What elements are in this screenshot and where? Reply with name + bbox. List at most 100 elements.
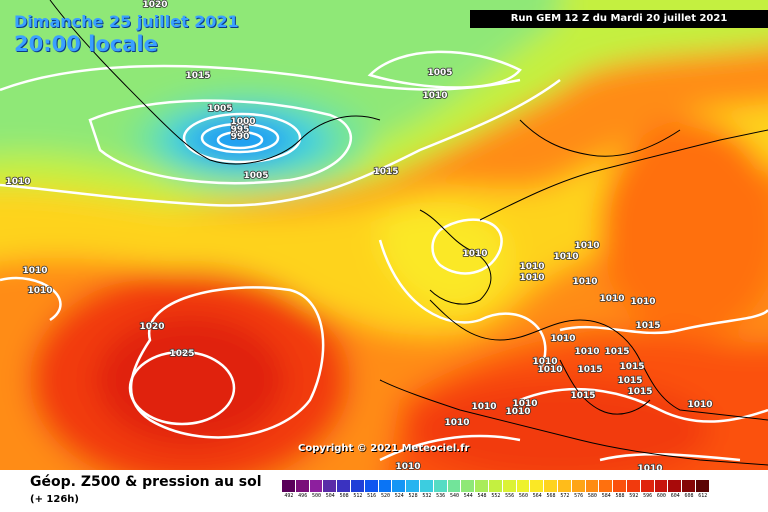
scale-label: 556 [505, 493, 515, 499]
scale-label: 524 [394, 493, 404, 499]
scale-step: 576 [571, 480, 586, 502]
footer: Géop. Z500 & pression au sol (+ 126h) 49… [0, 470, 768, 512]
scale-step: 600 [654, 480, 669, 502]
scale-step: 604 [668, 480, 683, 502]
isobar-label: 1000 [230, 117, 255, 127]
scale-swatch [488, 480, 503, 492]
scale-label: 516 [367, 493, 377, 499]
run-info: Run GEM 12 Z du Mardi 20 juillet 2021 [470, 10, 768, 28]
scale-label: 508 [339, 493, 349, 499]
forecast-time: 20:00 locale [14, 32, 158, 56]
scale-swatch [406, 480, 420, 492]
isobar-label: 1010 [422, 91, 447, 101]
isobar-label: 1010 [27, 286, 52, 296]
isobar-label: 1020 [139, 322, 164, 332]
isobar-label: 1010 [395, 462, 420, 470]
scale-label: 612 [698, 493, 708, 499]
scale-step: 508 [337, 480, 351, 502]
isobar-label: 1015 [185, 71, 210, 81]
isobar-label: 1010 [519, 273, 544, 283]
isobar-lines [0, 50, 768, 462]
scale-step: 500 [309, 480, 324, 502]
scale-label: 580 [587, 493, 597, 499]
isobar-label: 1025 [169, 349, 194, 359]
isobar-label: 1010 [574, 347, 599, 357]
scale-swatch [654, 480, 669, 492]
scale-label: 560 [518, 493, 528, 499]
scale-swatch [668, 480, 683, 492]
scale-swatch [295, 480, 310, 492]
copyright: Copyright © 2021 Meteociel.fr [298, 443, 470, 454]
scale-swatch [695, 480, 710, 492]
isobar-label: 1010 [444, 418, 469, 428]
scale-label: 496 [298, 493, 308, 499]
isobar-label: 1015 [635, 321, 660, 331]
scale-step: 588 [613, 480, 627, 502]
isobar-label: 1010 [519, 262, 544, 272]
scale-swatch [613, 480, 627, 492]
scale-step: 496 [295, 480, 310, 502]
scale-label: 600 [656, 493, 666, 499]
scale-label: 588 [615, 493, 625, 499]
scale-swatch [502, 480, 517, 492]
isobar-label: 1015 [619, 362, 644, 372]
isobar-label: 1010 [637, 464, 662, 470]
scale-step: 596 [640, 480, 655, 502]
scale-label: 544 [463, 493, 473, 499]
scale-swatch [433, 480, 448, 492]
scale-label: 552 [491, 493, 501, 499]
scale-label: 596 [643, 493, 653, 499]
isobar-label: 1005 [427, 68, 452, 78]
scale-step: 536 [433, 480, 448, 502]
scale-step: 528 [406, 480, 420, 502]
scale-step: 572 [557, 480, 572, 502]
isobar-label: 990 [231, 132, 250, 142]
isobar-label: 1010 [687, 400, 712, 410]
scale-swatch [516, 480, 531, 492]
isobar-label: 1010 [550, 334, 575, 344]
scale-step: 548 [475, 480, 489, 502]
scale-label: 536 [436, 493, 446, 499]
scale-swatch [461, 480, 476, 492]
isobar-label: 1010 [471, 402, 496, 412]
scale-label: 592 [629, 493, 639, 499]
scale-swatch [626, 480, 641, 492]
scale-step: 516 [364, 480, 379, 502]
scale-step: 580 [585, 480, 600, 502]
isobar-label: 1015 [570, 391, 595, 401]
isobar-label: 1010 [532, 357, 557, 367]
isobar-label: 1010 [22, 266, 47, 276]
scale-swatch [447, 480, 462, 492]
scale-swatch [585, 480, 600, 492]
scale-label: 500 [311, 493, 321, 499]
isobar-label: 1010 [574, 241, 599, 251]
isobar-label: 1010 [630, 297, 655, 307]
scale-swatch [419, 480, 434, 492]
isobar-label: 1010 [553, 252, 578, 262]
scale-label: 608 [684, 493, 694, 499]
scale-label: 528 [408, 493, 418, 499]
scale-step: 584 [599, 480, 614, 502]
isobar-label: 1015 [627, 387, 652, 397]
scale-swatch [282, 480, 296, 492]
scale-swatch [599, 480, 614, 492]
scale-swatch [364, 480, 379, 492]
scale-label: 576 [574, 493, 584, 499]
isobar-label: 1010 [505, 407, 530, 417]
scale-swatch [571, 480, 586, 492]
isobar-label: 1005 [243, 171, 268, 181]
isobar-label: 1005 [207, 104, 232, 114]
scale-swatch [530, 480, 545, 492]
scale-label: 504 [325, 493, 335, 499]
scale-label: 492 [284, 493, 294, 499]
scale-step: 492 [282, 480, 296, 502]
scale-label: 520 [380, 493, 390, 499]
scale-step: 504 [323, 480, 338, 502]
forecast-date: Dimanche 25 juillet 2021 [14, 12, 239, 31]
isobar-label: 1015 [604, 347, 629, 357]
scale-label: 568 [546, 493, 556, 499]
z500-color-field [0, 0, 768, 470]
color-scale-legend: 492 496 500 504 508 512 516 520 524 528 532 536 540 5… [282, 480, 710, 502]
